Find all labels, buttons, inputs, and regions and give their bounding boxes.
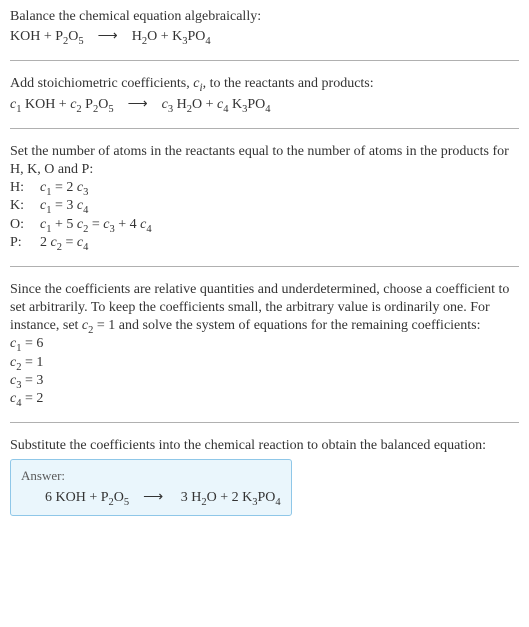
coeff-rows: c1 = 6c2 = 1c3 = 3c4 = 2 <box>10 335 519 408</box>
section-stoichiometric: Add stoichiometric coefficients, ci, to … <box>10 75 519 128</box>
answer-equation: 6 KOH + P2O5 ⟶ 3 H2O + 2 K3PO4 <box>21 489 281 507</box>
atom-row: P: 2 c2 = c4 <box>10 234 519 252</box>
atom-row: H: c1 = 2 c3 <box>10 179 519 197</box>
atom-equation: c1 = 3 c4 <box>40 197 88 215</box>
section3-intro: Set the number of atoms in the reactants… <box>10 143 519 179</box>
answer-box: Answer: 6 KOH + P2O5 ⟶ 3 H2O + 2 K3PO4 <box>10 459 292 516</box>
atom-label: K: <box>10 197 32 215</box>
atom-row: K: c1 = 3 c4 <box>10 197 519 215</box>
atom-label: O: <box>10 216 32 234</box>
section-solve: Since the coefficients are relative quan… <box>10 281 519 423</box>
section-balance-intro: Balance the chemical equation algebraica… <box>10 8 519 61</box>
section-atom-balance: Set the number of atoms in the reactants… <box>10 143 519 267</box>
coeff-row: c4 = 2 <box>10 390 519 408</box>
answer-label: Answer: <box>21 468 281 485</box>
section5-intro: Substitute the coefficients into the che… <box>10 437 519 455</box>
section1-equation: KOH + P2O5 ⟶ H2O + K3PO4 <box>10 28 519 46</box>
atom-equation: 2 c2 = c4 <box>40 234 88 252</box>
section-answer: Substitute the coefficients into the che… <box>10 437 519 516</box>
section1-intro: Balance the chemical equation algebraica… <box>10 8 519 26</box>
section2-intro: Add stoichiometric coefficients, ci, to … <box>10 75 519 93</box>
atom-rows: H: c1 = 2 c3 K: c1 = 3 c4 O: c1 + 5 c2 = c3 +… <box>10 179 519 252</box>
coeff-row: c1 = 6 <box>10 335 519 353</box>
section2-equation: c1 KOH + c2 P2O5 ⟶ c3 H2O + c4 K3PO4 <box>10 96 519 114</box>
atom-label: P: <box>10 234 32 252</box>
atom-label: H: <box>10 179 32 197</box>
coeff-row: c3 = 3 <box>10 372 519 390</box>
coeff-row: c2 = 1 <box>10 354 519 372</box>
atom-row: O: c1 + 5 c2 = c3 + 4 c4 <box>10 216 519 234</box>
section4-intro: Since the coefficients are relative quan… <box>10 281 519 336</box>
atom-equation: c1 + 5 c2 = c3 + 4 c4 <box>40 216 152 234</box>
atom-equation: c1 = 2 c3 <box>40 179 88 197</box>
